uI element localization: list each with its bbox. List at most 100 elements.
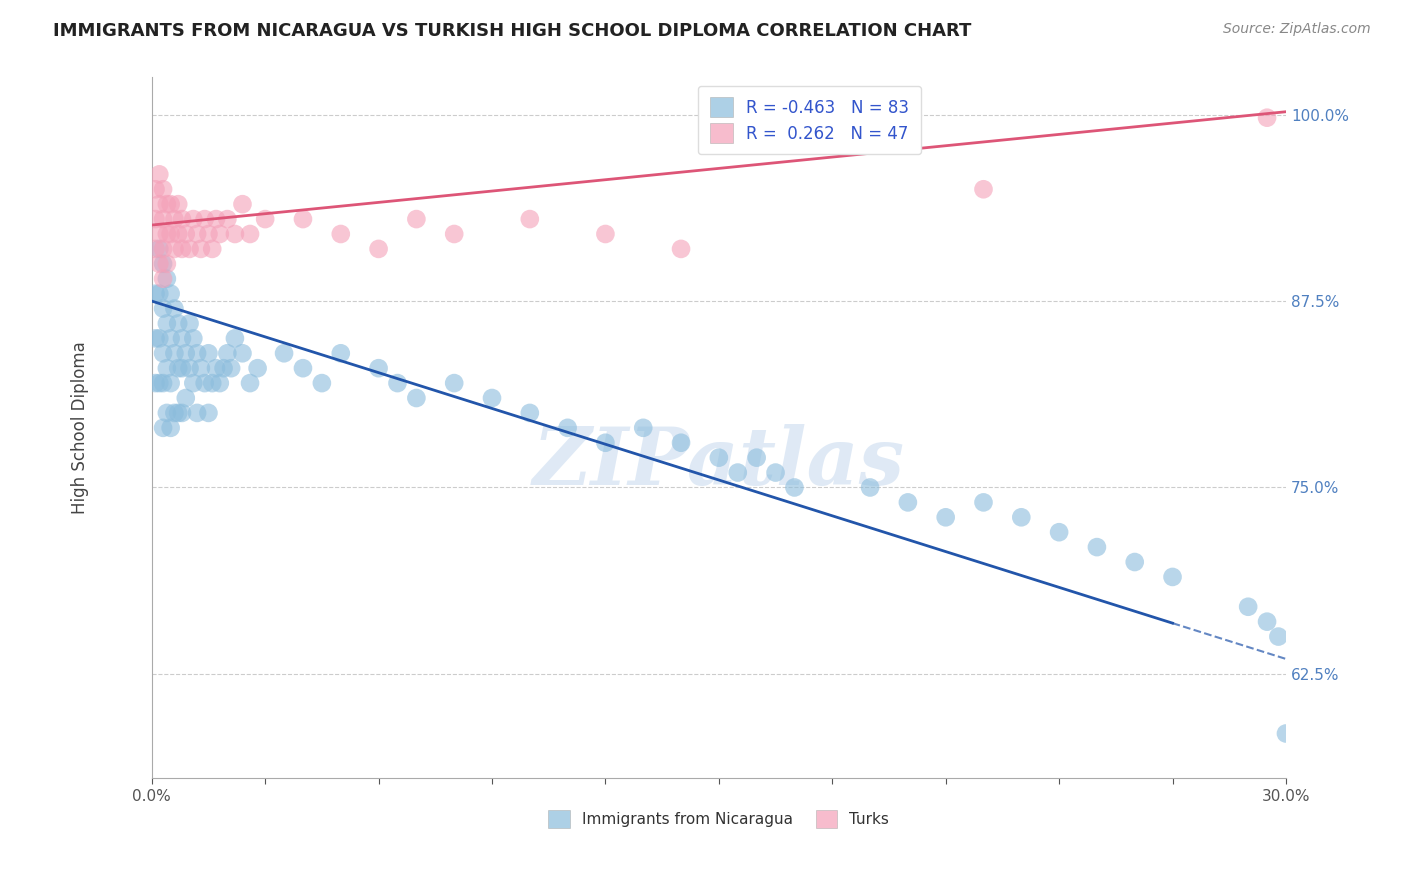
Point <box>973 182 995 196</box>
Point <box>197 227 219 241</box>
Point <box>148 257 170 271</box>
Point <box>595 435 617 450</box>
Point <box>159 376 181 390</box>
Point <box>935 510 957 524</box>
Point <box>163 406 186 420</box>
Point <box>481 391 503 405</box>
Point <box>152 421 174 435</box>
Point <box>156 197 179 211</box>
Point <box>152 182 174 196</box>
Point <box>1047 525 1070 540</box>
Point <box>217 346 239 360</box>
Point <box>148 167 170 181</box>
Point <box>669 242 692 256</box>
Point <box>186 227 208 241</box>
Point <box>1256 615 1278 629</box>
Point <box>367 242 389 256</box>
Point <box>167 227 190 241</box>
Point <box>183 212 205 227</box>
Point <box>273 346 295 360</box>
Point <box>1267 630 1289 644</box>
Point <box>219 361 242 376</box>
Point <box>179 317 201 331</box>
Point <box>329 346 352 360</box>
Point <box>1085 540 1108 554</box>
Point <box>159 421 181 435</box>
Point <box>194 376 217 390</box>
Point <box>291 212 314 227</box>
Point <box>163 242 186 256</box>
Point <box>239 376 262 390</box>
Point <box>727 466 749 480</box>
Point <box>167 197 190 211</box>
Point <box>163 346 186 360</box>
Point <box>183 331 205 345</box>
Point <box>1237 599 1260 614</box>
Point <box>174 346 197 360</box>
Y-axis label: High School Diploma: High School Diploma <box>72 342 89 514</box>
Point <box>145 331 167 345</box>
Point <box>170 212 193 227</box>
Point <box>246 361 269 376</box>
Point <box>224 331 246 345</box>
Text: Source: ZipAtlas.com: Source: ZipAtlas.com <box>1223 22 1371 37</box>
Point <box>145 212 167 227</box>
Point <box>170 361 193 376</box>
Point <box>205 212 228 227</box>
Point <box>443 376 465 390</box>
Point <box>148 197 170 211</box>
Point <box>745 450 768 465</box>
Point <box>159 227 181 241</box>
Point <box>145 242 167 256</box>
Point <box>167 406 190 420</box>
Point <box>239 227 262 241</box>
Point <box>170 331 193 345</box>
Point <box>311 376 333 390</box>
Point <box>669 435 692 450</box>
Point <box>859 480 882 494</box>
Point <box>519 406 541 420</box>
Point <box>224 227 246 241</box>
Point <box>783 480 806 494</box>
Point <box>183 376 205 390</box>
Point <box>179 361 201 376</box>
Point <box>208 376 231 390</box>
Point <box>973 495 995 509</box>
Point <box>329 227 352 241</box>
Point <box>148 376 170 390</box>
Point <box>190 242 212 256</box>
Point <box>145 376 167 390</box>
Point <box>159 331 181 345</box>
Point <box>156 271 179 285</box>
Point <box>159 286 181 301</box>
Point <box>291 361 314 376</box>
Point <box>167 361 190 376</box>
Point <box>897 495 920 509</box>
Point <box>205 361 228 376</box>
Point <box>148 331 170 345</box>
Point <box>190 361 212 376</box>
Point <box>148 286 170 301</box>
Point <box>186 346 208 360</box>
Point <box>186 406 208 420</box>
Point <box>201 376 224 390</box>
Point <box>170 242 193 256</box>
Point <box>707 450 730 465</box>
Point <box>156 361 179 376</box>
Point <box>197 406 219 420</box>
Point <box>217 212 239 227</box>
Point <box>179 242 201 256</box>
Point <box>152 301 174 316</box>
Point <box>254 212 277 227</box>
Point <box>387 376 409 390</box>
Point <box>156 227 179 241</box>
Point <box>1256 111 1278 125</box>
Point <box>595 227 617 241</box>
Legend: Immigrants from Nicaragua, Turks: Immigrants from Nicaragua, Turks <box>543 804 896 834</box>
Point <box>148 242 170 256</box>
Point <box>201 242 224 256</box>
Point <box>519 212 541 227</box>
Point <box>405 391 427 405</box>
Point <box>1161 570 1184 584</box>
Point <box>174 391 197 405</box>
